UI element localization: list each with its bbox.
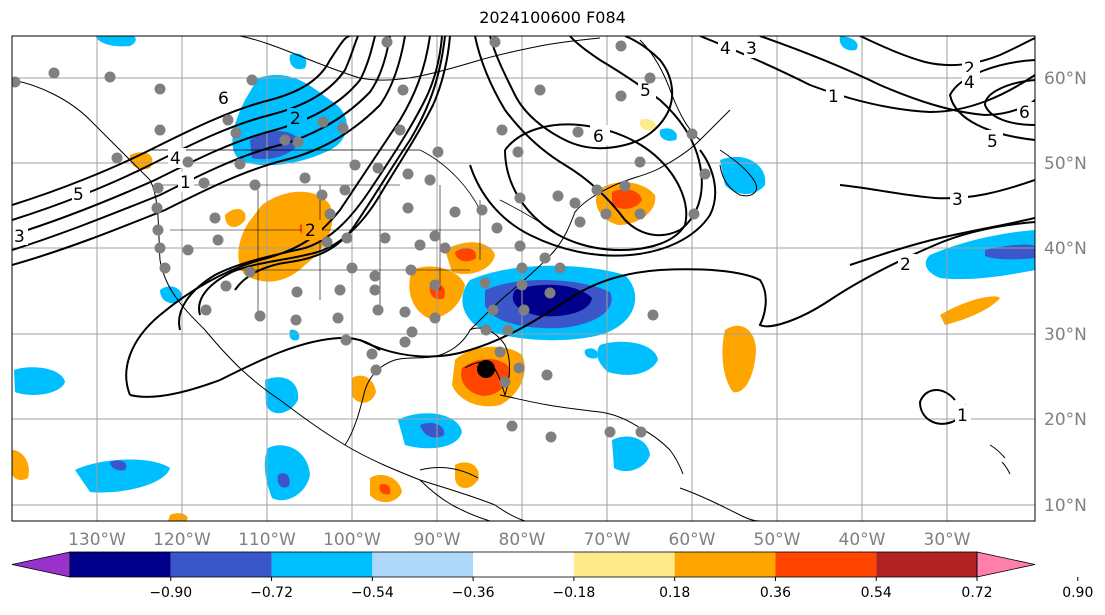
contour-label: 2 [290,109,301,129]
colorbar-tick-label: −0.54 [351,585,394,601]
contour-label: 4 [170,149,181,169]
map-title: 2024100600 F084 [479,8,626,27]
lon-label: 100°W [323,530,381,550]
colorbar-segment [876,552,977,577]
colorbar-tick-label: 0.90 [1062,585,1093,601]
colorbar-tick-label: 0.18 [659,585,690,601]
lat-label: 50°N [1044,154,1087,174]
contour-label: 5 [640,81,651,101]
contour-label: 6 [218,89,229,109]
colorbar-tick-label: −0.90 [149,585,192,601]
lat-label: 60°N [1044,69,1087,89]
contour-label: 6 [1019,103,1030,123]
colorbar-segment [573,552,675,577]
colorbar-segment [70,552,171,577]
contour-label: 1 [957,406,968,426]
lat-label: 20°N [1044,410,1087,430]
lon-label: 60°W [669,530,716,550]
contour-label: 2 [305,221,316,241]
colorbar-segment [674,552,776,577]
colorbar-tick-label: −0.72 [250,585,293,601]
lat-axis-labels: 60°N 50°N 40°N 30°N 20°N 10°N [1044,69,1087,516]
contour-label: 5 [73,185,84,205]
shade-cool-atlantic [925,230,1035,280]
lon-label: 110°W [238,530,296,550]
contour-label: 1 [180,173,191,193]
lat-label: 40°N [1044,239,1087,259]
lat-label: 10°N [1044,496,1087,516]
contour-labels: 6 2 4 1 5 3 2 6 5 4 3 1 2 4 [12,38,1035,426]
map-canvas: 6 2 4 1 5 3 2 6 5 4 3 1 2 4 [12,36,1035,521]
lon-label: 50°W [754,530,801,550]
map-frame [11,35,1036,522]
colorbar-tick-label: 0.72 [961,585,992,601]
contour-label: 1 [828,87,839,107]
colorbar-frame [69,551,978,578]
contour-label: 6 [593,127,604,147]
colorbar-extend-low [11,551,71,578]
lon-label: 70°W [584,530,631,550]
coastlines [12,36,1011,521]
contour-label: 2 [900,255,911,275]
lon-label: 90°W [414,530,461,550]
contour-label: 4 [720,39,731,59]
storm-center-marker [477,360,495,378]
lon-label: 80°W [499,530,546,550]
lon-axis-labels: 130°W 120°W 110°W 100°W 90°W 80°W 70°W 6… [68,530,971,550]
colorbar-segment [775,552,877,577]
lat-label: 30°N [1044,325,1087,345]
colorbar-segment [473,552,574,577]
colorbar-segment [271,552,373,577]
shade-warm-central-atlantic [722,325,756,393]
contour-label: 3 [952,190,963,210]
lon-label: 130°W [68,530,126,550]
colorbar-tick-label: −0.36 [452,585,495,601]
lon-label: 40°W [839,530,886,550]
station-markers [12,36,711,443]
contour-label: 3 [746,39,757,59]
colorbar-tick-label: 0.54 [861,585,892,601]
colorbar: −0.90 −0.72 −0.54 −0.36 −0.18 0.18 0.36 0.54 0.7… [11,551,1093,601]
colorbar-extend-high [976,551,1036,578]
contour-label: 4 [964,73,975,93]
colorbar-tick-label: 0.36 [760,585,791,601]
colorbar-tick-label: −0.18 [552,585,595,601]
contour-label: 2 [964,59,975,79]
contour-label: 5 [987,132,998,152]
lon-label: 120°W [153,530,211,550]
colorbar-segment [170,552,272,577]
contour-label: 3 [14,227,25,247]
colorbar-segment [372,552,474,577]
lon-label: 30°W [924,530,971,550]
